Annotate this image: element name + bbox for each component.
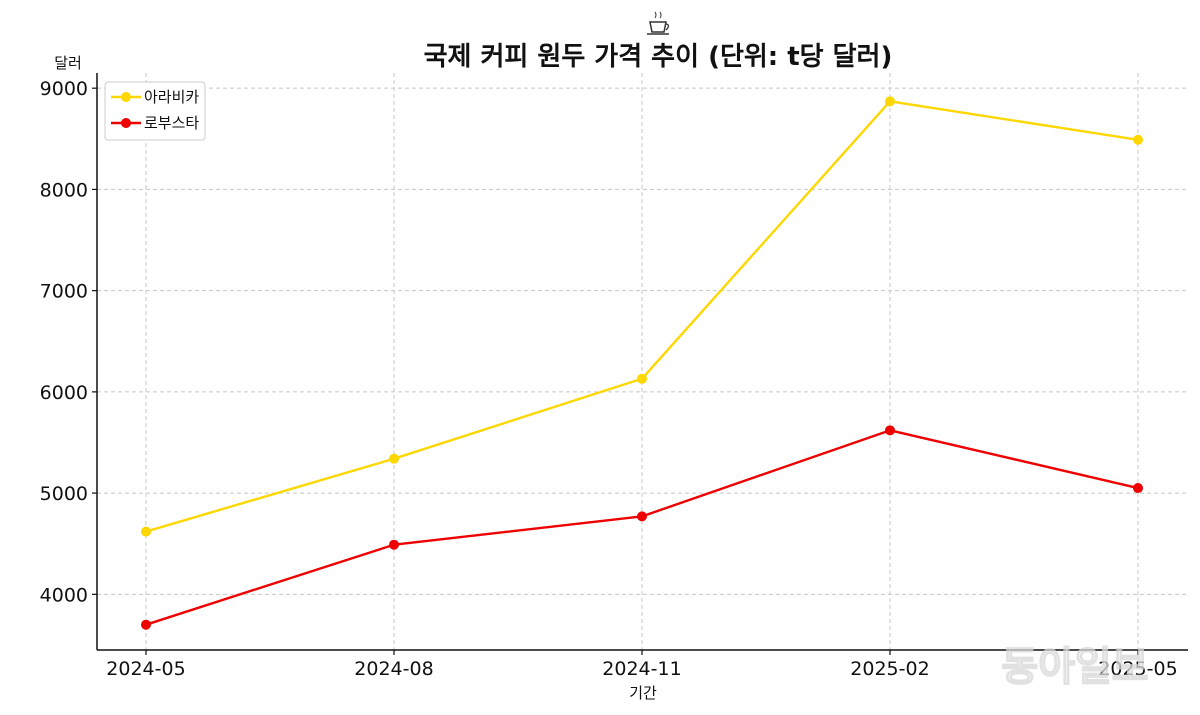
legend-label: 아라비카: [144, 88, 199, 106]
y-tick-label: 4000: [40, 584, 88, 606]
legend-marker: [121, 92, 131, 102]
data-point: [637, 373, 647, 384]
legend-marker: [121, 118, 131, 128]
x-tick-label: 2025-05: [1098, 658, 1177, 680]
watermark: 동아일보: [1001, 644, 1148, 690]
y-axis-label: 달러: [54, 54, 82, 72]
coffee-cup-icon: [647, 11, 670, 35]
y-tick-label: 6000: [40, 382, 88, 404]
data-point: [1133, 134, 1143, 145]
x-axis-label: 기간: [629, 684, 657, 702]
series-1: [141, 96, 1143, 537]
series-lines: [141, 96, 1143, 630]
series-2: [141, 425, 1143, 630]
data-point: [637, 511, 647, 522]
y-tick-label: 9000: [40, 78, 88, 100]
data-point: [885, 425, 895, 436]
x-tick-label: 2024-08: [354, 658, 433, 680]
x-axis-ticks: 2024-05 2024-08 2024-11 2025-02 2025-05: [106, 650, 1178, 680]
x-tick-label: 2024-05: [106, 658, 185, 680]
data-point: [1133, 483, 1143, 494]
data-point: [141, 619, 151, 630]
legend-label: 로부스타: [144, 114, 199, 132]
y-tick-label: 5000: [40, 483, 88, 505]
y-tick-label: 7000: [40, 281, 88, 303]
y-tick-label: 8000: [40, 179, 88, 201]
legend-item: 아라비카: [111, 88, 199, 106]
grid: [97, 73, 1188, 650]
data-point: [389, 453, 399, 464]
data-point: [885, 96, 895, 107]
y-axis-ticks: 4000 5000 6000 7000 8000 9000: [40, 78, 97, 606]
x-tick-label: 2025-02: [850, 658, 929, 680]
data-point: [141, 526, 151, 537]
data-point: [389, 539, 399, 550]
legend-item: 로부스타: [111, 114, 199, 132]
chart-title: 국제 커피 원두 가격 추이 (단위: t당 달러): [424, 42, 893, 72]
x-tick-label: 2024-11: [602, 658, 681, 680]
